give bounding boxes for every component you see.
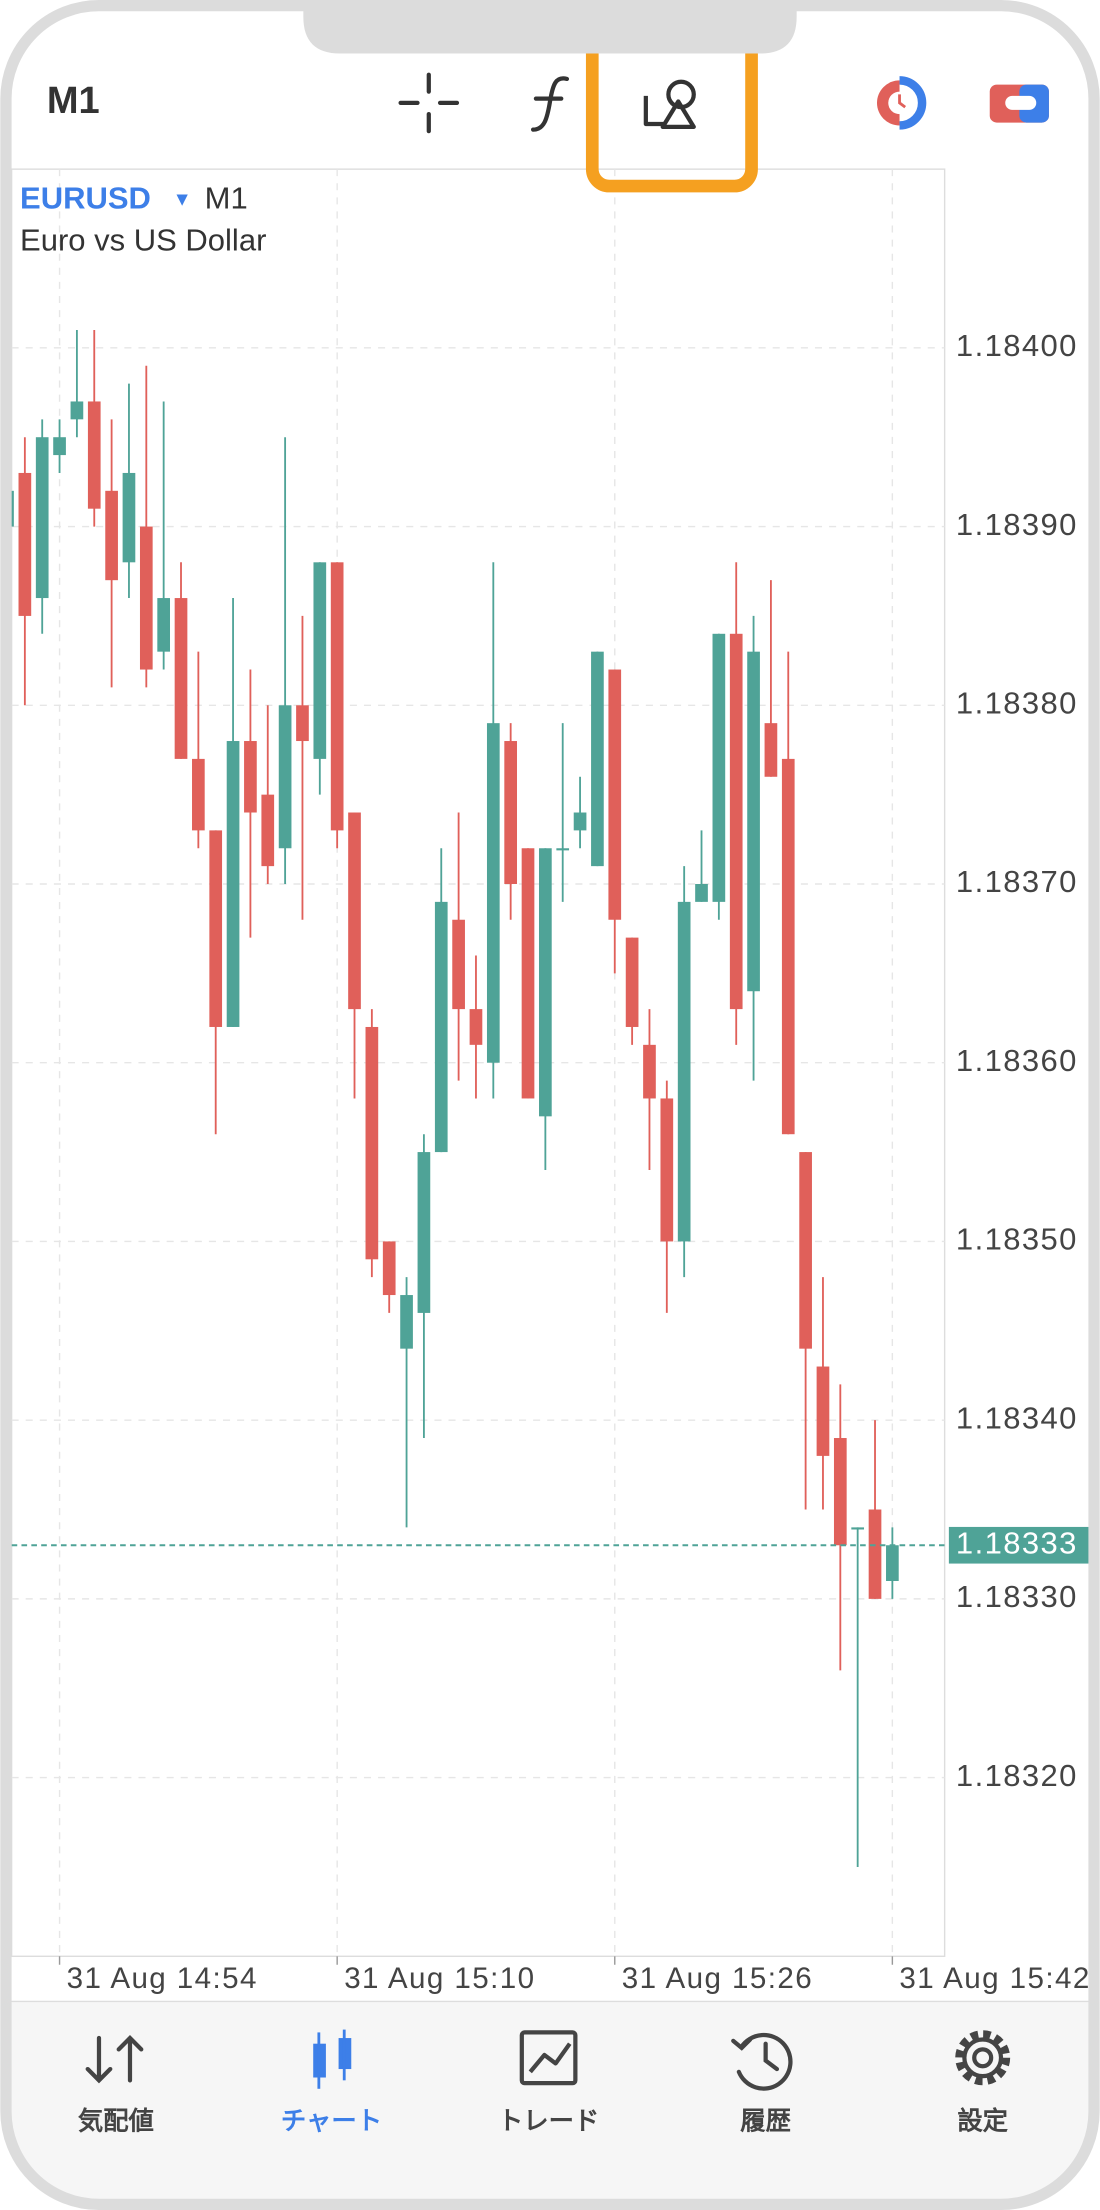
candle-body <box>139 526 153 670</box>
candle-body <box>486 723 500 1063</box>
candle-body <box>695 884 708 902</box>
candle-body <box>157 598 171 652</box>
bottom-nav-bg <box>5 2001 1095 2205</box>
y-tick-label: 1.18370 <box>956 864 1078 899</box>
candle-body <box>504 741 518 884</box>
y-tick-label: 1.18340 <box>956 1400 1078 1435</box>
candle-body <box>261 794 275 867</box>
nav-label[interactable]: 履歴 <box>740 2107 791 2135</box>
quotes-icon[interactable] <box>85 2035 144 2084</box>
trade-icon[interactable] <box>989 84 1049 123</box>
candle-body <box>382 1241 396 1296</box>
clock-icon[interactable] <box>876 76 927 130</box>
y-tick-label: 1.18360 <box>956 1043 1078 1078</box>
candle-body <box>226 741 240 1027</box>
candle-body <box>348 812 361 1010</box>
y-tick-label: 1.18320 <box>956 1758 1078 1793</box>
candle-body <box>573 812 587 831</box>
candle-body <box>556 848 570 851</box>
candle-body <box>278 705 292 849</box>
candle-body <box>70 401 84 420</box>
candle-body <box>87 401 101 509</box>
x-tick-label: 31 Aug 15:10 <box>344 1962 535 1995</box>
candle-body <box>434 901 448 1153</box>
candle-body <box>643 1044 656 1099</box>
x-tick-label: 31 Aug 15:26 <box>622 1962 813 1995</box>
history-icon[interactable] <box>731 2032 793 2091</box>
objects-icon[interactable] <box>643 79 696 129</box>
notch <box>303 0 797 54</box>
nav-label[interactable]: 設定 <box>957 2106 1008 2135</box>
candle-body <box>122 472 136 563</box>
candle-body <box>365 1026 379 1260</box>
candle-body <box>886 1545 899 1581</box>
candle-body <box>677 901 691 1242</box>
current-price-label: 1.18333 <box>956 1525 1078 1560</box>
candle-body <box>192 758 205 831</box>
candle-body <box>816 1366 830 1456</box>
candle-body <box>608 669 622 920</box>
candle-body <box>11 490 14 527</box>
bottom-nav: 気配値 チャート トレード 履歴 設定 <box>78 2106 1009 2135</box>
chart-timeframe: M1 <box>205 180 248 215</box>
candle-body <box>764 723 778 777</box>
plot <box>11 169 945 1957</box>
candle-body <box>625 937 639 1027</box>
candle-body <box>469 1009 483 1045</box>
candle-body <box>400 1295 413 1349</box>
nav-label[interactable]: チャート <box>281 2107 382 2135</box>
candle-body <box>313 562 327 759</box>
candle-body <box>539 848 552 1117</box>
candle-body <box>174 598 188 759</box>
x-tick-label: 31 Aug 15:42 <box>899 1962 1090 1995</box>
chart-icon[interactable] <box>313 2029 352 2089</box>
crosshair-icon[interactable] <box>398 72 460 134</box>
y-tick-label: 1.18380 <box>956 685 1078 720</box>
trade-nav-icon[interactable] <box>519 2030 578 2086</box>
candle-body <box>18 472 32 616</box>
candle-body <box>35 437 49 599</box>
x-tick-label: 31 Aug 14:54 <box>67 1962 258 1995</box>
symbol-dropdown[interactable] <box>176 194 188 206</box>
y-tick-label: 1.18400 <box>956 328 1078 363</box>
axes: 1.18400 1.18390 1.18380 1.18370 1.18360 1.183… <box>58 328 1090 1995</box>
candle-body <box>452 919 465 1010</box>
candle-body <box>296 705 309 742</box>
nav-label[interactable]: トレード <box>498 2107 599 2135</box>
candle-body <box>53 437 66 456</box>
candle-body <box>330 562 344 831</box>
candle-body <box>729 633 743 1010</box>
symbol-description: Euro vs US Dollar <box>20 223 266 258</box>
y-tick-label: 1.18390 <box>956 507 1078 542</box>
candle-body <box>799 1152 812 1349</box>
symbol[interactable]: EURUSD <box>20 180 151 215</box>
candle-body <box>209 830 223 1027</box>
candle-body <box>417 1152 431 1313</box>
candle-body <box>781 758 795 1135</box>
y-tick-label: 1.18350 <box>956 1222 1078 1257</box>
candle-body <box>244 741 257 813</box>
candle-body <box>591 651 604 867</box>
candle-body <box>851 1527 865 1530</box>
nav-label[interactable]: 気配値 <box>78 2106 154 2135</box>
candle-body <box>712 633 726 902</box>
candle-body <box>833 1438 847 1546</box>
candle-body <box>660 1098 674 1242</box>
current-price-box <box>948 1526 1090 1564</box>
candle-body <box>868 1509 882 1599</box>
timeframe-label[interactable]: M1 <box>47 80 100 122</box>
candle-body <box>521 848 535 1099</box>
candle-body <box>747 651 760 992</box>
y-tick-label: 1.18330 <box>956 1579 1078 1614</box>
indicator-icon[interactable] <box>530 76 570 132</box>
candle-body <box>105 490 118 581</box>
